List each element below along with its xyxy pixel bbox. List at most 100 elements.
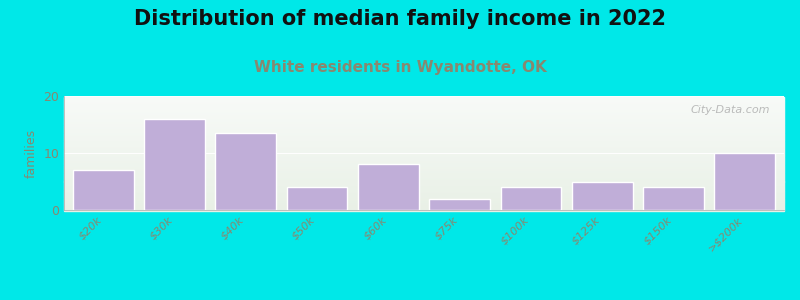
Bar <box>64 196 784 197</box>
Bar <box>64 102 784 103</box>
Bar <box>64 210 784 211</box>
Bar <box>64 98 784 99</box>
Bar <box>64 185 784 186</box>
Bar <box>64 129 784 130</box>
Bar <box>64 138 784 139</box>
Bar <box>64 110 784 111</box>
Bar <box>64 105 784 106</box>
Bar <box>64 97 784 98</box>
Bar <box>64 201 784 202</box>
Bar <box>358 164 418 210</box>
Bar <box>64 126 784 127</box>
Bar <box>64 159 784 160</box>
Bar <box>64 179 784 180</box>
Bar <box>64 135 784 136</box>
Bar <box>64 206 784 207</box>
Bar <box>64 131 784 133</box>
Bar <box>64 139 784 140</box>
Bar <box>64 183 784 184</box>
Bar <box>64 124 784 126</box>
Bar <box>64 203 784 204</box>
Bar <box>64 123 784 124</box>
Bar <box>64 130 784 131</box>
Bar <box>64 156 784 158</box>
Bar <box>64 180 784 181</box>
Bar <box>64 176 784 177</box>
Bar <box>64 111 784 112</box>
Bar <box>64 109 784 110</box>
Bar <box>64 166 784 167</box>
Bar <box>64 209 784 210</box>
Bar <box>64 103 784 104</box>
Bar <box>64 195 784 196</box>
Text: City-Data.com: City-Data.com <box>690 105 770 115</box>
Bar <box>64 170 784 171</box>
Bar <box>64 173 784 175</box>
Bar <box>64 148 784 150</box>
Bar <box>64 190 784 192</box>
Bar <box>64 127 784 128</box>
Bar <box>64 99 784 101</box>
Bar <box>64 114 784 116</box>
Bar <box>64 160 784 161</box>
Bar <box>64 154 784 155</box>
Bar <box>501 187 562 210</box>
Bar <box>64 182 784 183</box>
Bar <box>64 112 784 113</box>
Bar <box>64 207 784 208</box>
Y-axis label: families: families <box>25 128 38 178</box>
Bar <box>215 133 276 210</box>
Bar <box>64 208 784 209</box>
Bar <box>64 202 784 203</box>
Text: White residents in Wyandotte, OK: White residents in Wyandotte, OK <box>254 60 546 75</box>
Bar <box>64 161 784 162</box>
Bar <box>64 162 784 163</box>
Bar <box>64 137 784 138</box>
Bar <box>64 153 784 154</box>
Bar <box>64 199 784 200</box>
Bar <box>64 122 784 123</box>
Bar <box>64 140 784 142</box>
Bar <box>64 192 784 193</box>
Bar <box>64 116 784 118</box>
Bar <box>64 143 784 144</box>
Bar <box>64 177 784 178</box>
Bar <box>64 178 784 179</box>
Bar <box>64 146 784 147</box>
Bar <box>64 121 784 122</box>
Bar <box>64 128 784 129</box>
Bar <box>64 188 784 190</box>
Bar <box>64 134 784 135</box>
Bar <box>73 170 134 210</box>
Bar <box>64 152 784 153</box>
Bar <box>64 204 784 206</box>
Bar <box>286 187 347 210</box>
Bar <box>64 168 784 169</box>
Bar <box>64 151 784 152</box>
Bar <box>144 119 205 210</box>
Bar <box>64 100 784 102</box>
Bar <box>64 163 784 164</box>
Text: Distribution of median family income in 2022: Distribution of median family income in … <box>134 9 666 29</box>
Bar <box>64 142 784 143</box>
Bar <box>64 104 784 105</box>
Bar <box>643 187 704 210</box>
Bar <box>430 199 490 210</box>
Bar <box>64 158 784 159</box>
Bar <box>714 153 775 210</box>
Bar <box>64 200 784 201</box>
Bar <box>64 145 784 146</box>
Bar <box>64 144 784 145</box>
Bar <box>64 119 784 120</box>
Bar <box>64 169 784 170</box>
Bar <box>64 150 784 151</box>
Bar <box>64 120 784 121</box>
Bar <box>572 182 633 210</box>
Bar <box>64 186 784 187</box>
Bar <box>64 172 784 173</box>
Bar <box>64 175 784 176</box>
Bar <box>64 194 784 195</box>
Bar <box>64 193 784 194</box>
Bar <box>64 184 784 185</box>
Bar <box>64 107 784 109</box>
